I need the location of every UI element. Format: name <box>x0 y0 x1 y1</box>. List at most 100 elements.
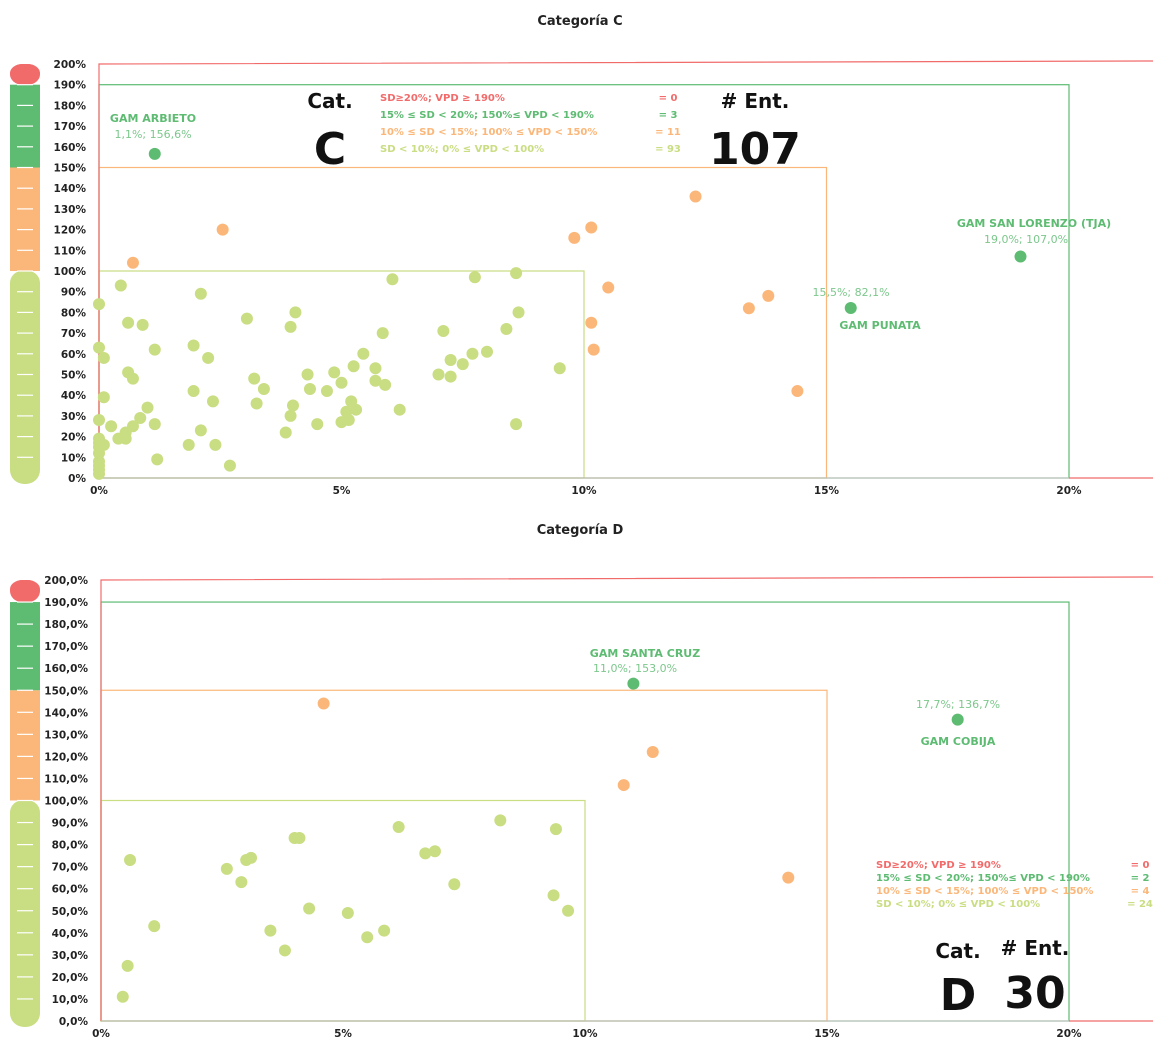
legend-entry: 15% ≤ SD < 20%; 150%≤ VPD < 190% <box>380 110 594 121</box>
data-point-lime <box>287 399 299 412</box>
data-point-orange <box>587 343 600 356</box>
data-point-lime <box>347 360 360 373</box>
y-tick-label: 50,0% <box>52 906 89 918</box>
data-point-lime <box>328 366 341 379</box>
data-point-lime <box>136 318 149 331</box>
data-point-lime <box>456 358 469 371</box>
y-tick-label: 0% <box>68 473 86 485</box>
y-tick-label: 60% <box>61 349 87 361</box>
data-point-lime <box>444 354 457 367</box>
scale-bottom-cap <box>10 446 40 484</box>
y-tick-label: 70% <box>61 328 87 340</box>
x-tick-label: 20% <box>1056 1028 1082 1040</box>
data-point-lime <box>419 847 432 860</box>
data-point-orange <box>791 385 804 398</box>
y-tick-label: 80% <box>61 307 87 319</box>
data-point-lime <box>369 362 382 375</box>
data-point-lime <box>114 279 127 292</box>
y-tick-label: 130,0% <box>44 729 88 741</box>
data-point-lime <box>379 378 392 391</box>
entity-count: 30 <box>1004 968 1065 1019</box>
y-tick-label: 100,0% <box>44 796 88 808</box>
annotation-name: GAM SAN LORENZO (TJA) <box>957 217 1111 230</box>
category-letter: D <box>940 970 977 1021</box>
data-point-lime <box>392 820 405 833</box>
data-point-orange <box>689 190 702 203</box>
data-point-lime <box>350 403 363 416</box>
y-tick-label: 140% <box>54 183 87 195</box>
entity-label: # Ent. <box>1001 936 1070 960</box>
data-point-lime <box>116 990 129 1003</box>
data-point-lime <box>223 459 236 472</box>
x-tick-label: 0% <box>92 1028 110 1040</box>
category-word: Cat. <box>307 89 352 113</box>
data-point-lime <box>93 467 105 480</box>
legend-count: = 93 <box>655 144 681 155</box>
chart-title: Categoría D <box>537 523 624 538</box>
data-point-orange <box>568 231 581 244</box>
data-point-lime <box>512 306 525 319</box>
data-point-lime <box>378 924 391 937</box>
legend-entry: SD < 10%; 0% ≤ VPD < 100% <box>876 899 1040 910</box>
category-letter: C <box>314 124 346 175</box>
y-tick-label: 40% <box>61 390 87 402</box>
data-point-lime <box>257 382 270 395</box>
data-point-lime <box>250 397 263 410</box>
data-point-lime <box>289 306 302 319</box>
data-point-lime <box>121 959 134 972</box>
scale-top-cap <box>10 580 40 598</box>
x-tick-label: 10% <box>572 1028 598 1040</box>
y-tick-label: 110% <box>54 245 87 257</box>
y-tick-label: 100% <box>54 266 87 278</box>
y-color-scale <box>10 580 40 1027</box>
legend-entry: SD≥20%; VPD ≥ 190% <box>876 860 1001 871</box>
data-point-lime <box>284 320 297 333</box>
data-point-lime <box>126 372 139 385</box>
chart-title: Categoría C <box>537 14 622 29</box>
data-point-lime <box>293 831 306 844</box>
data-point-lime <box>97 438 110 451</box>
data-point-lime <box>510 267 523 280</box>
legend-entry: 10% ≤ SD < 15%; 100% ≤ VPD < 150% <box>380 127 597 138</box>
data-point-lime <box>311 418 324 431</box>
data-point-orange <box>216 223 229 236</box>
y-tick-label: 110,0% <box>44 773 88 785</box>
zone-lime-box <box>98 270 585 479</box>
scale-segment-1 <box>10 690 40 801</box>
data-point-lime <box>284 409 297 422</box>
data-point-orange <box>126 256 139 269</box>
annotation-value: 19,0%; 107,0% <box>984 233 1068 246</box>
data-point-orange <box>317 697 330 710</box>
y-tick-label: 120% <box>54 225 87 237</box>
data-point-orange <box>585 316 598 329</box>
y-tick-label: 180,0% <box>44 619 88 631</box>
data-point-lime <box>335 416 348 429</box>
data-point-lime <box>303 902 316 915</box>
legend-count: = 2 <box>1131 873 1150 884</box>
data-point-lime <box>341 906 354 919</box>
data-point-orange <box>782 871 795 884</box>
data-point-lime <box>386 273 399 286</box>
y-tick-label: 200% <box>54 59 87 71</box>
annotation-name: GAM SANTA CRUZ <box>590 647 700 660</box>
data-point-lime <box>202 351 215 364</box>
data-point-lime <box>369 374 382 387</box>
y-tick-label: 0,0% <box>59 1016 89 1028</box>
y-tick-label: 70,0% <box>52 862 89 874</box>
data-point-lime <box>468 271 481 284</box>
y-tick-label: 40,0% <box>52 928 89 940</box>
legend-count: = 3 <box>659 110 678 121</box>
data-point-lime <box>301 368 314 381</box>
data-point-lime <box>209 438 222 451</box>
data-point-lime <box>141 401 154 414</box>
chart-d: Categoría D 0,0% 10,0% 20,0% 30,0% 40,0% 50,0%… <box>10 523 1153 1040</box>
y-tick-label: 90% <box>61 287 87 299</box>
zone-red-line <box>100 576 1153 1021</box>
data-point-lime <box>494 814 507 827</box>
category-word: Cat. <box>935 939 980 963</box>
data-point-lime <box>187 339 200 352</box>
y-tick-label: 150% <box>54 163 87 175</box>
data-point-lime <box>119 426 132 439</box>
data-point-lime <box>248 372 261 385</box>
